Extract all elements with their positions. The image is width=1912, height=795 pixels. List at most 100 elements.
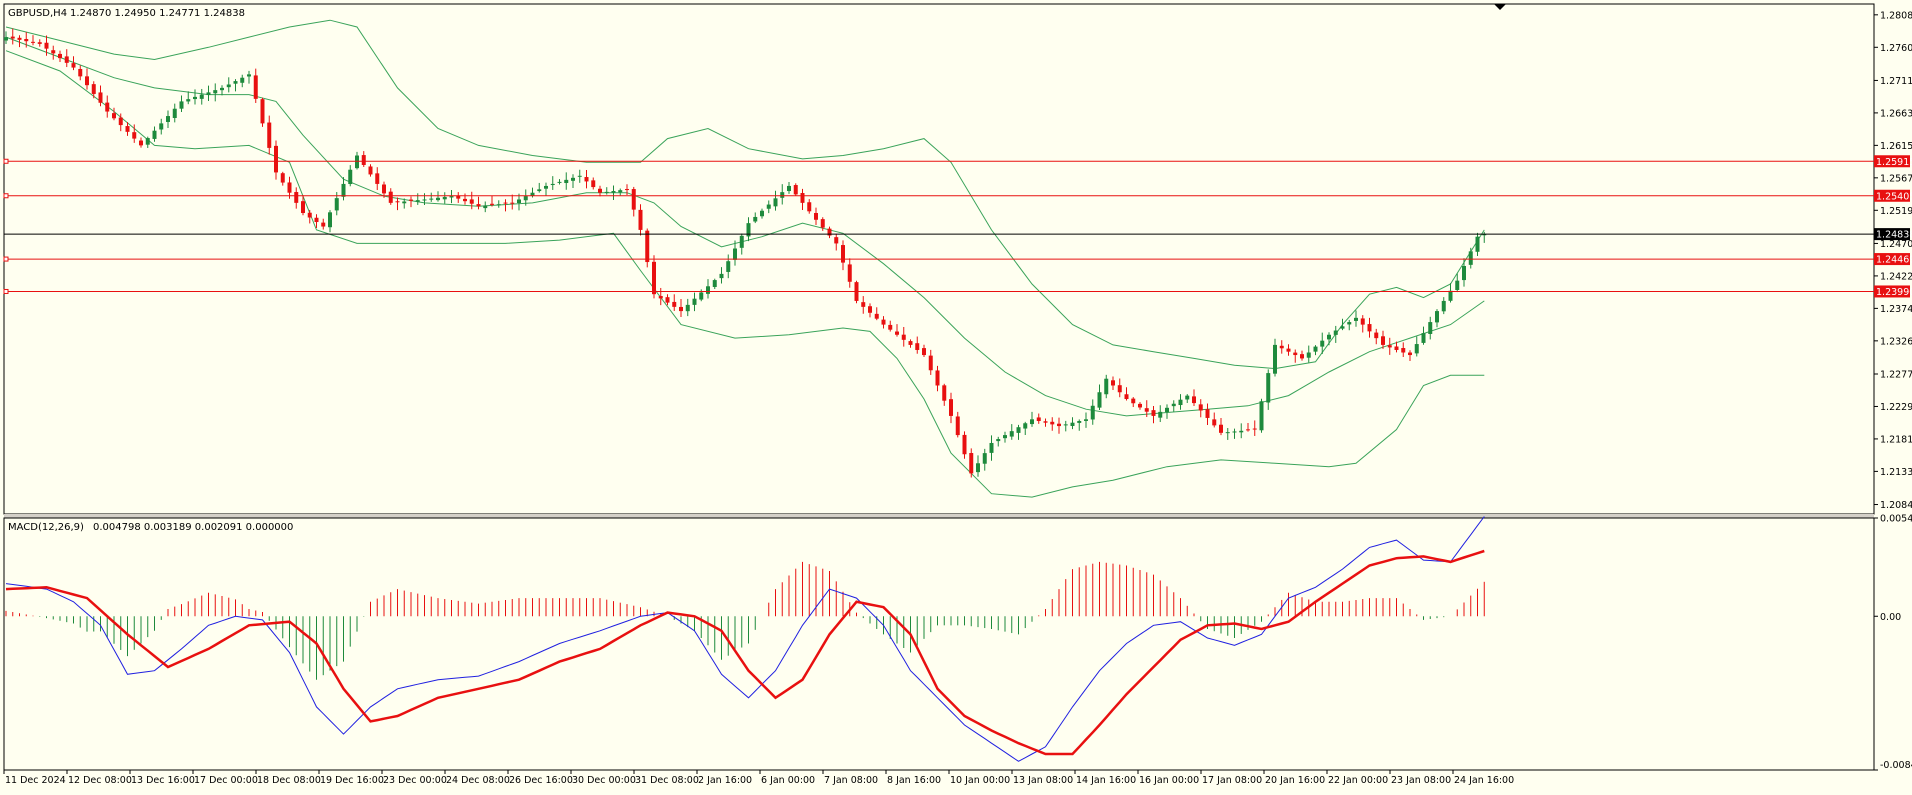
candle xyxy=(388,188,393,205)
candle-body xyxy=(301,201,305,214)
candle-body xyxy=(949,399,953,416)
candle xyxy=(847,258,852,288)
candle-body xyxy=(287,182,292,193)
candle xyxy=(240,74,245,88)
time-axis-label: 7 Jan 08:00 xyxy=(824,775,878,786)
candle xyxy=(402,198,407,209)
macd-axis-label: 0.00 xyxy=(1880,612,1901,623)
candle-body xyxy=(1374,332,1379,339)
candle xyxy=(1185,394,1190,403)
candle xyxy=(726,254,731,279)
candle xyxy=(422,193,427,205)
price-pane[interactable]: 1.25915 1.25405 1.24469 1.23990 1.24838 1.28… xyxy=(3,3,1912,515)
candle xyxy=(523,189,528,206)
candle xyxy=(544,182,548,196)
candle xyxy=(1212,412,1217,428)
horizontal-level[interactable]: 1.24469 xyxy=(3,253,1912,266)
candle-body xyxy=(348,169,353,185)
candle-body xyxy=(537,189,542,192)
horizontal-levels[interactable]: 1.25915 1.25405 1.24469 1.23990 1.24838 xyxy=(3,155,1912,298)
price-axis-label: 1.25190 xyxy=(1880,206,1912,217)
candle-body xyxy=(773,198,778,207)
candle xyxy=(125,122,130,136)
candle-body xyxy=(1050,421,1055,425)
candle xyxy=(118,113,123,132)
level-anchor-handle[interactable] xyxy=(3,256,9,262)
candle xyxy=(17,35,22,48)
time-axis-label: 16 Jan 00:00 xyxy=(1139,775,1199,786)
pane-splitter[interactable] xyxy=(4,514,1874,518)
candle-body xyxy=(645,230,650,263)
candle-body xyxy=(1225,432,1230,434)
macd-main-line xyxy=(5,516,1485,762)
horizontal-level[interactable]: 1.23990 xyxy=(3,285,1912,298)
candle-body xyxy=(395,201,400,203)
candle-body xyxy=(85,76,89,86)
candle xyxy=(827,226,832,239)
candle-body xyxy=(571,177,575,181)
candle-body xyxy=(375,173,380,184)
candle xyxy=(1239,423,1244,439)
candle-body xyxy=(233,81,238,84)
level-anchor-handle[interactable] xyxy=(3,288,9,294)
candle-body xyxy=(1144,408,1149,412)
candle-body xyxy=(827,228,832,236)
candle xyxy=(598,185,602,197)
candle-body xyxy=(584,177,589,182)
level-anchor-handle[interactable] xyxy=(3,193,9,199)
candle-body xyxy=(1165,407,1169,413)
candle xyxy=(1354,310,1358,327)
candle xyxy=(1408,350,1412,361)
candle xyxy=(1077,419,1082,431)
candle-body xyxy=(422,199,427,201)
candle-body xyxy=(1212,419,1217,426)
candle-body xyxy=(1441,300,1446,312)
candle xyxy=(193,89,197,105)
candle-body xyxy=(415,200,420,202)
candle-body xyxy=(64,56,69,63)
candle xyxy=(881,316,886,329)
candle xyxy=(1144,400,1149,417)
bollinger-middle-band xyxy=(5,36,1485,417)
candle-body xyxy=(969,453,974,474)
candle-body xyxy=(17,37,22,40)
price-axis-label: 1.25670 xyxy=(1880,173,1912,184)
candle-body xyxy=(1090,405,1095,420)
candle xyxy=(706,279,710,299)
candle-body xyxy=(402,201,407,204)
symbol-header-symbol: GBPUSD,H4 xyxy=(8,8,67,19)
candle-body xyxy=(1435,311,1439,323)
candle xyxy=(1475,232,1480,257)
candle xyxy=(807,199,812,214)
candle xyxy=(685,298,690,317)
chart-shift-marker-icon[interactable] xyxy=(1494,4,1506,10)
candle xyxy=(645,228,650,268)
candle xyxy=(287,176,292,199)
candle xyxy=(10,28,15,45)
candle xyxy=(712,278,717,290)
candle-body xyxy=(888,324,893,330)
candle-body xyxy=(1347,322,1352,325)
horizontal-level[interactable]: 1.25405 xyxy=(3,189,1912,203)
time-axis-label: 12 Dec 08:00 xyxy=(68,775,132,786)
bollinger-upper-band xyxy=(5,19,1485,370)
horizontal-level[interactable]: 1.25915 xyxy=(3,155,1912,168)
candle-body xyxy=(314,217,319,223)
candle-body xyxy=(78,68,83,77)
candle xyxy=(976,455,980,477)
candle-body xyxy=(652,261,656,295)
candle-body xyxy=(847,264,852,282)
candle xyxy=(476,196,481,210)
candle xyxy=(132,124,137,143)
level-anchor-handle[interactable] xyxy=(3,158,9,164)
candle-body xyxy=(793,185,798,195)
candle xyxy=(1320,332,1325,355)
candle-body xyxy=(1455,280,1460,291)
candle xyxy=(301,195,305,216)
candle-body xyxy=(1320,340,1325,347)
price-axis-label: 1.21810 xyxy=(1880,434,1912,445)
macd-pane[interactable]: 0.00542 0.00 -0.00848 MACD(12,26,9) 0.0047… xyxy=(3,514,1912,772)
candle-body xyxy=(132,132,137,139)
time-axis-label: 20 Jan 16:00 xyxy=(1265,775,1325,786)
